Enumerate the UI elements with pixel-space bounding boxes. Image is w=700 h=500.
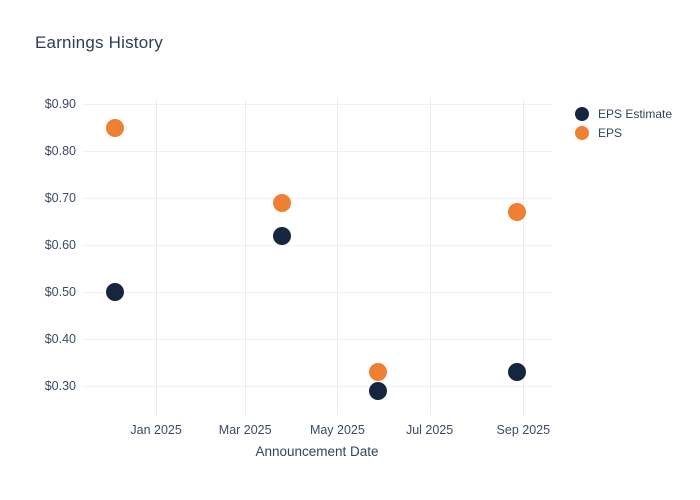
y-gridline xyxy=(82,338,552,340)
y-tick-label: $0.30 xyxy=(44,378,76,393)
data-point-eps-estimate[interactable] xyxy=(272,226,291,245)
x-gridline xyxy=(337,99,339,415)
y-tick-label: $0.40 xyxy=(44,331,76,346)
x-gridline xyxy=(523,99,525,415)
legend-marker-icon xyxy=(575,125,589,140)
data-point-eps[interactable] xyxy=(106,118,125,137)
x-tick-label: May 2025 xyxy=(309,423,365,437)
x-gridline xyxy=(245,99,247,415)
legend-item-eps-estimate[interactable]: EPS Estimate xyxy=(575,104,672,123)
chart-legend: EPS Estimate EPS xyxy=(575,104,672,142)
x-tick-label: Sep 2025 xyxy=(496,423,551,437)
x-tick-label: Mar 2025 xyxy=(218,423,272,437)
legend-item-eps[interactable]: EPS xyxy=(575,123,672,142)
data-point-eps[interactable] xyxy=(508,203,527,222)
legend-marker-icon xyxy=(575,106,589,121)
y-tick-label: $0.80 xyxy=(44,144,76,159)
chart-title: Earnings History xyxy=(35,33,163,52)
x-tick-label: Jul 2025 xyxy=(405,423,454,437)
data-point-eps[interactable] xyxy=(272,193,291,212)
x-axis-title: Announcement Date xyxy=(255,444,379,459)
data-point-eps-estimate[interactable] xyxy=(369,381,388,400)
x-gridline xyxy=(429,99,431,415)
data-point-eps[interactable] xyxy=(369,362,388,381)
y-tick-label: $0.70 xyxy=(44,191,76,206)
y-gridline xyxy=(82,385,552,387)
x-gridline xyxy=(156,99,158,415)
y-gridline xyxy=(82,104,552,106)
legend-item-label: EPS xyxy=(598,125,623,140)
y-gridline xyxy=(82,198,552,200)
y-tick-label: $0.90 xyxy=(44,97,76,112)
legend-item-label: EPS Estimate xyxy=(598,106,673,121)
data-point-eps-estimate[interactable] xyxy=(106,283,125,301)
y-gridline xyxy=(82,292,552,293)
x-tick-label: Jan 2025 xyxy=(130,423,182,437)
y-gridline xyxy=(82,245,552,246)
y-gridline xyxy=(82,151,552,153)
y-tick-label: $0.60 xyxy=(44,238,76,252)
y-tick-label: $0.50 xyxy=(44,285,76,299)
data-point-eps-estimate[interactable] xyxy=(508,362,527,381)
